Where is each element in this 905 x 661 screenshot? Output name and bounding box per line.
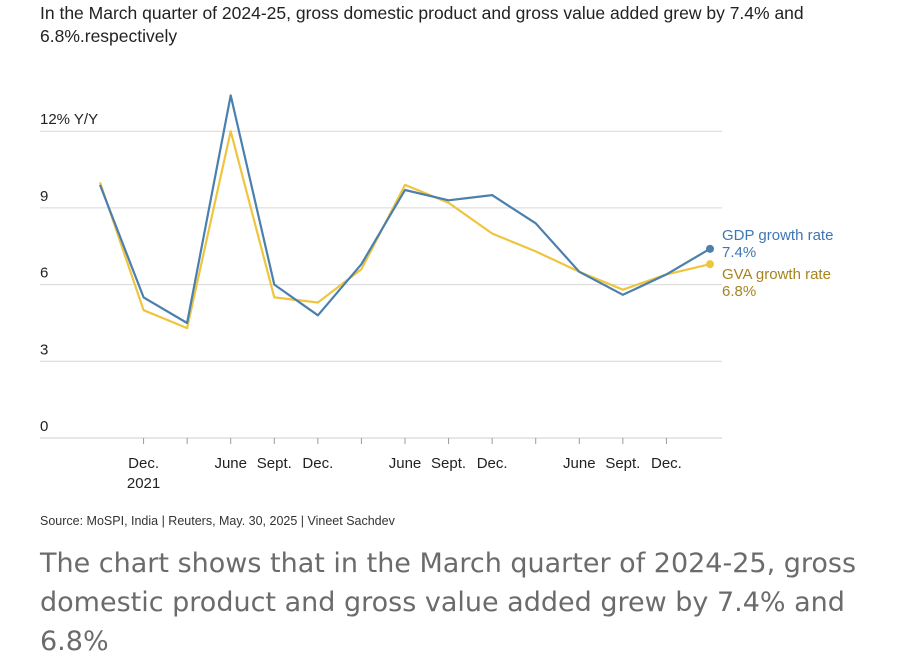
- y-tick-label: 0: [40, 418, 48, 435]
- x-tick-sublabel: 2021: [127, 475, 160, 492]
- x-axis-ticks: Dec. 2021 June Sept. Dec. June Sept. Dec. June Se…: [127, 438, 682, 492]
- x-tick-label: Dec.: [302, 455, 333, 472]
- gdp-series-name: GDP growth rate: [722, 227, 833, 244]
- source-note: Source: MoSPI, India | Reuters, May. 30,…: [40, 514, 395, 528]
- x-tick-label: June: [214, 455, 247, 472]
- x-tick-label: June: [389, 455, 422, 472]
- gva-line: [98, 130, 711, 330]
- x-tick-label: June: [563, 455, 596, 472]
- gridlines: [40, 130, 722, 439]
- x-tick-label: Dec.: [651, 455, 682, 472]
- gva-end-value: 6.8%: [722, 283, 756, 300]
- y-tick-label: 12% Y/Y: [40, 111, 98, 128]
- gdp-end-value: 7.4%: [722, 244, 756, 261]
- x-tick-label: Sept.: [431, 455, 466, 472]
- y-tick-label: 3: [40, 341, 48, 358]
- y-axis-ticks: 0 3 6 9 12% Y/Y: [40, 111, 98, 435]
- x-tick-label: Dec.: [128, 455, 159, 472]
- gdp-end-point: [706, 244, 714, 253]
- x-tick-label: Sept.: [605, 455, 640, 472]
- gva-series-name: GVA growth rate: [722, 266, 831, 283]
- gdp-line: [98, 94, 711, 325]
- series-lines: [98, 94, 714, 330]
- chart-subtitle: In the March quarter of 2024-25, gross d…: [40, 3, 804, 46]
- y-tick-label: 6: [40, 265, 48, 282]
- x-tick-label: Sept.: [257, 455, 292, 472]
- y-tick-label: 9: [40, 188, 48, 205]
- article-caption: The chart shows that in the March quarte…: [40, 548, 857, 657]
- x-tick-label: Dec.: [477, 455, 508, 472]
- gva-end-point: [706, 260, 714, 269]
- line-chart: 0 3 6 9 12% Y/Y Dec. 2021 June Sept. Dec. June Sep…: [40, 94, 833, 492]
